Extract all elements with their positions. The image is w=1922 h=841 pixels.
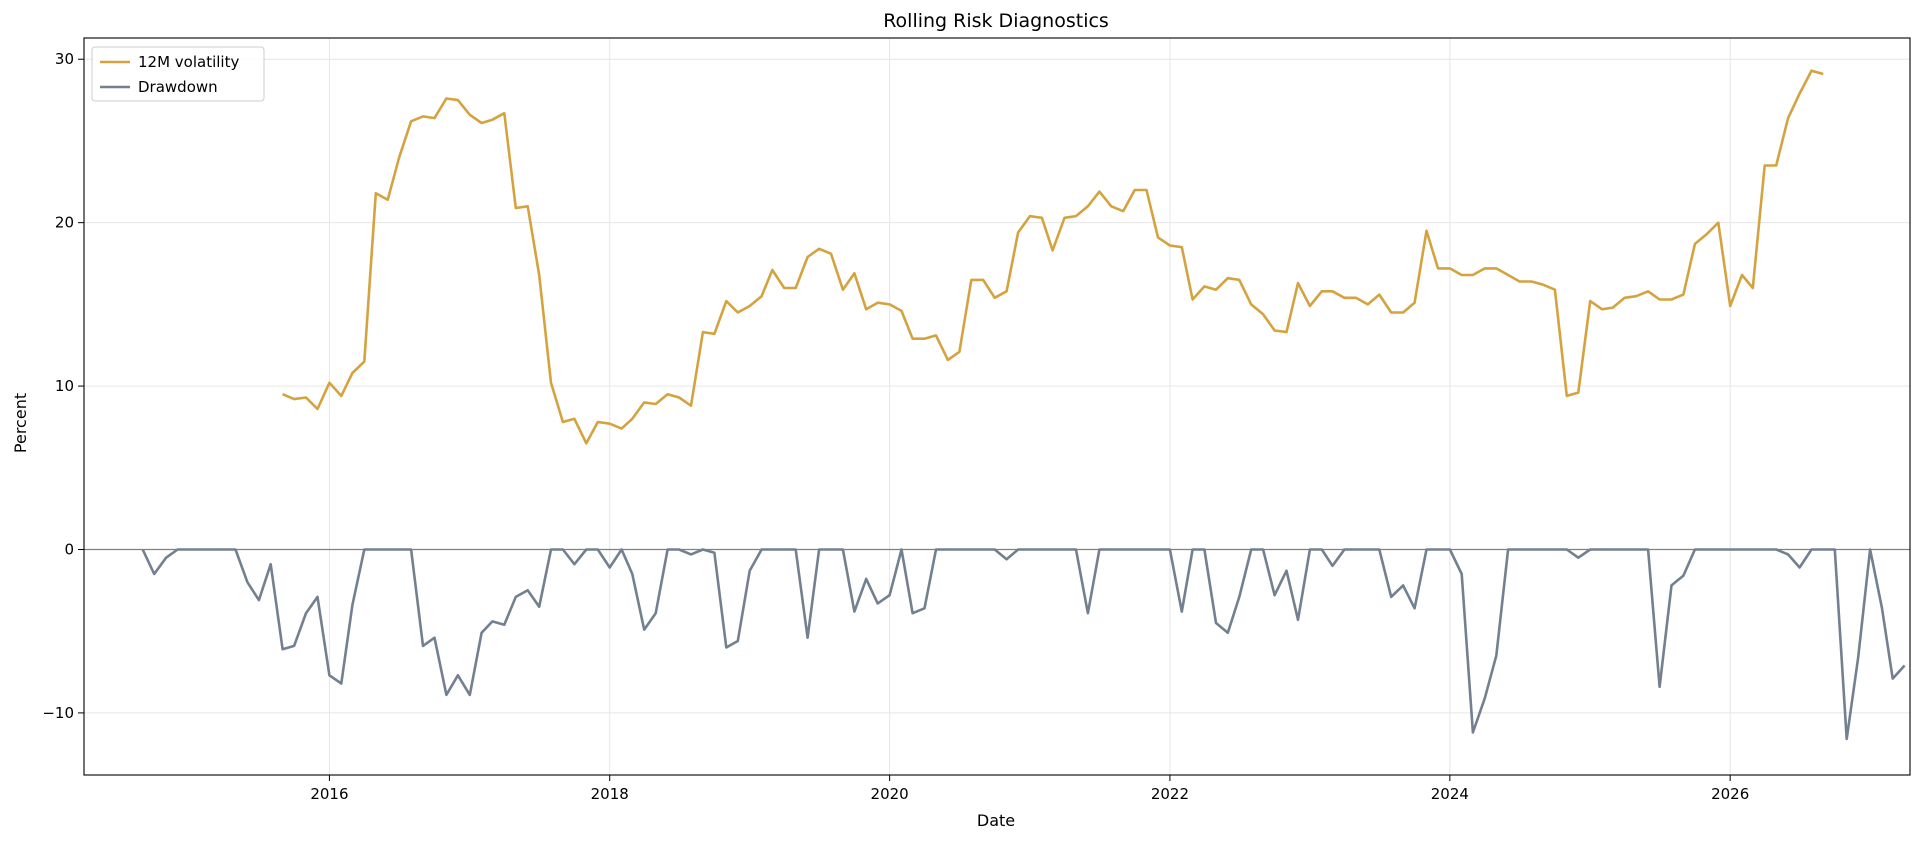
- y-tick-label: 30: [55, 50, 74, 68]
- x-tick-label: 2022: [1151, 785, 1189, 803]
- y-tick-label: 0: [64, 540, 74, 558]
- series-line-1: [141, 548, 1906, 741]
- series-line-0: [282, 69, 1824, 445]
- y-axis-label: Percent: [11, 393, 30, 453]
- plot-frame: [83, 37, 1911, 776]
- y-axis-ticks: −10 0 10 20 30: [42, 50, 84, 722]
- series-lines: [141, 69, 1906, 741]
- legend-label: 12M volatility: [138, 53, 239, 71]
- x-tick-label: 2024: [1431, 785, 1469, 803]
- y-tick-label: −10: [42, 704, 74, 722]
- y-tick-label: 10: [55, 377, 74, 395]
- x-tick-label: 2020: [871, 785, 909, 803]
- grid-lines: [84, 38, 1910, 775]
- legend: 12M volatility Drawdown: [91, 46, 265, 102]
- y-tick-label: 20: [55, 214, 74, 232]
- legend-label: Drawdown: [138, 78, 218, 96]
- x-tick-label: 2026: [1711, 785, 1749, 803]
- x-axis-label: Date: [977, 811, 1015, 830]
- legend-box: [91, 46, 265, 102]
- chart-title: Rolling Risk Diagnostics: [883, 10, 1109, 32]
- x-tick-label: 2016: [310, 785, 348, 803]
- x-axis-ticks: 2016 2018 2020 2022 2024 2026: [310, 775, 1749, 803]
- x-tick-label: 2018: [591, 785, 629, 803]
